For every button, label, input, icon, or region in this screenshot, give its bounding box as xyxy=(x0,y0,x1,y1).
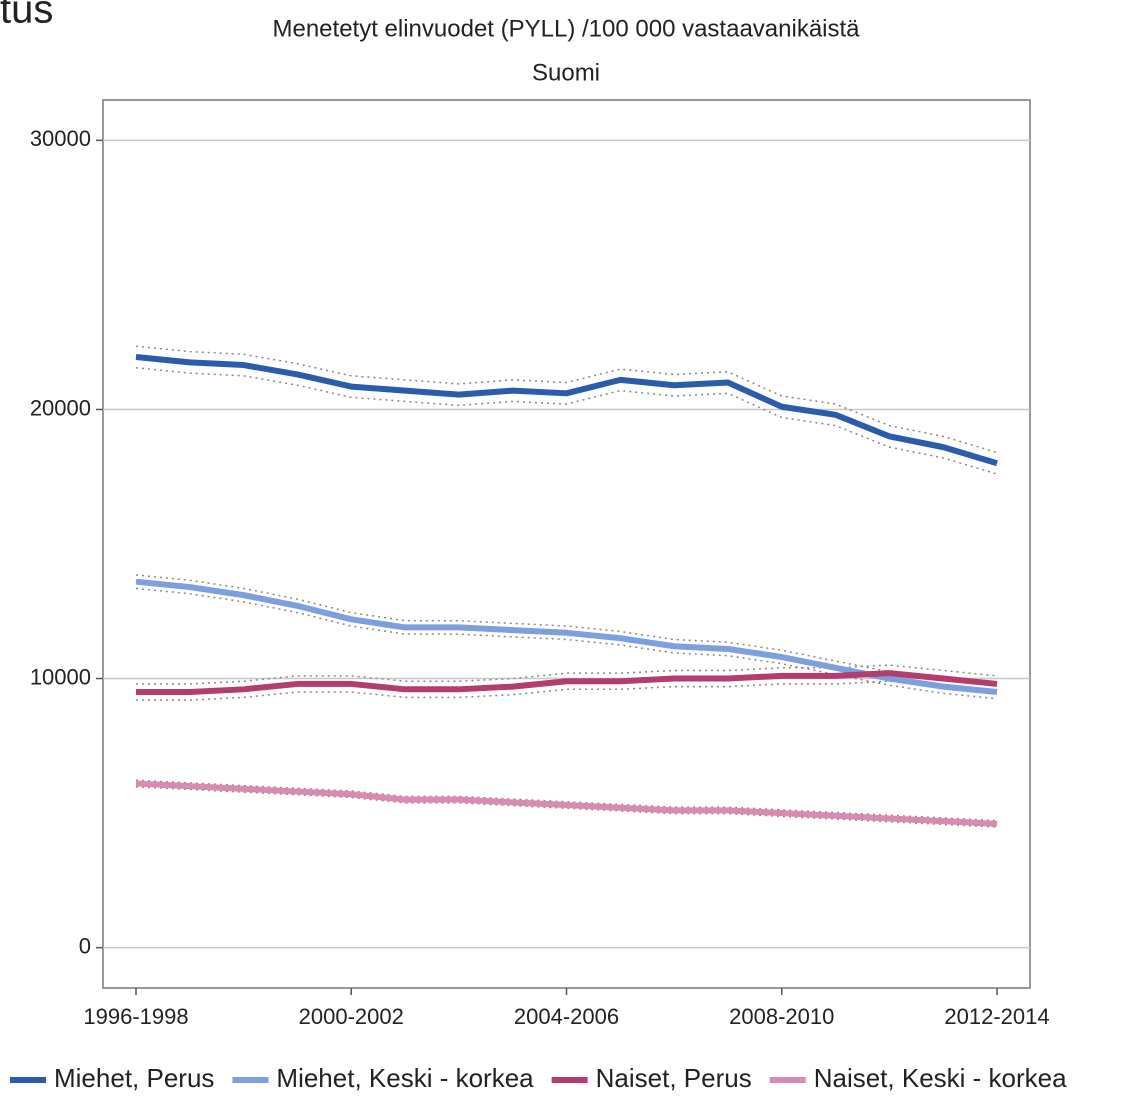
y-tick-label: 30000 xyxy=(30,126,91,151)
legend-label: Miehet, Perus xyxy=(54,1063,214,1093)
ci-line xyxy=(135,587,998,700)
cropped-text: tus xyxy=(0,0,53,32)
x-tick-label: 2000-2002 xyxy=(299,1004,404,1029)
legend-label: Naiset, Keski - korkea xyxy=(814,1063,1067,1093)
series-line xyxy=(135,353,998,467)
x-tick-label: 2004-2006 xyxy=(514,1004,619,1029)
chart-subtitle: Suomi xyxy=(532,59,600,86)
ci-line xyxy=(135,366,998,475)
series-line xyxy=(135,578,998,695)
x-tick-label: 2012-2014 xyxy=(944,1004,1049,1029)
ci-line xyxy=(135,345,998,454)
y-tick-label: 0 xyxy=(79,933,91,958)
chart-title: Menetetyt elinvuodet (PYLL) /100 000 vas… xyxy=(272,15,860,42)
series-line xyxy=(135,780,998,827)
x-tick-label: 1996-1998 xyxy=(83,1004,188,1029)
x-tick-label: 2008-2010 xyxy=(729,1004,834,1029)
ci-line xyxy=(135,574,998,687)
y-tick-label: 10000 xyxy=(30,664,91,689)
legend-label: Naiset, Perus xyxy=(596,1063,752,1093)
y-tick-label: 20000 xyxy=(30,395,91,420)
legend-label: Miehet, Keski - korkea xyxy=(276,1063,534,1093)
series-line xyxy=(136,670,998,695)
plot-frame xyxy=(102,99,1031,989)
